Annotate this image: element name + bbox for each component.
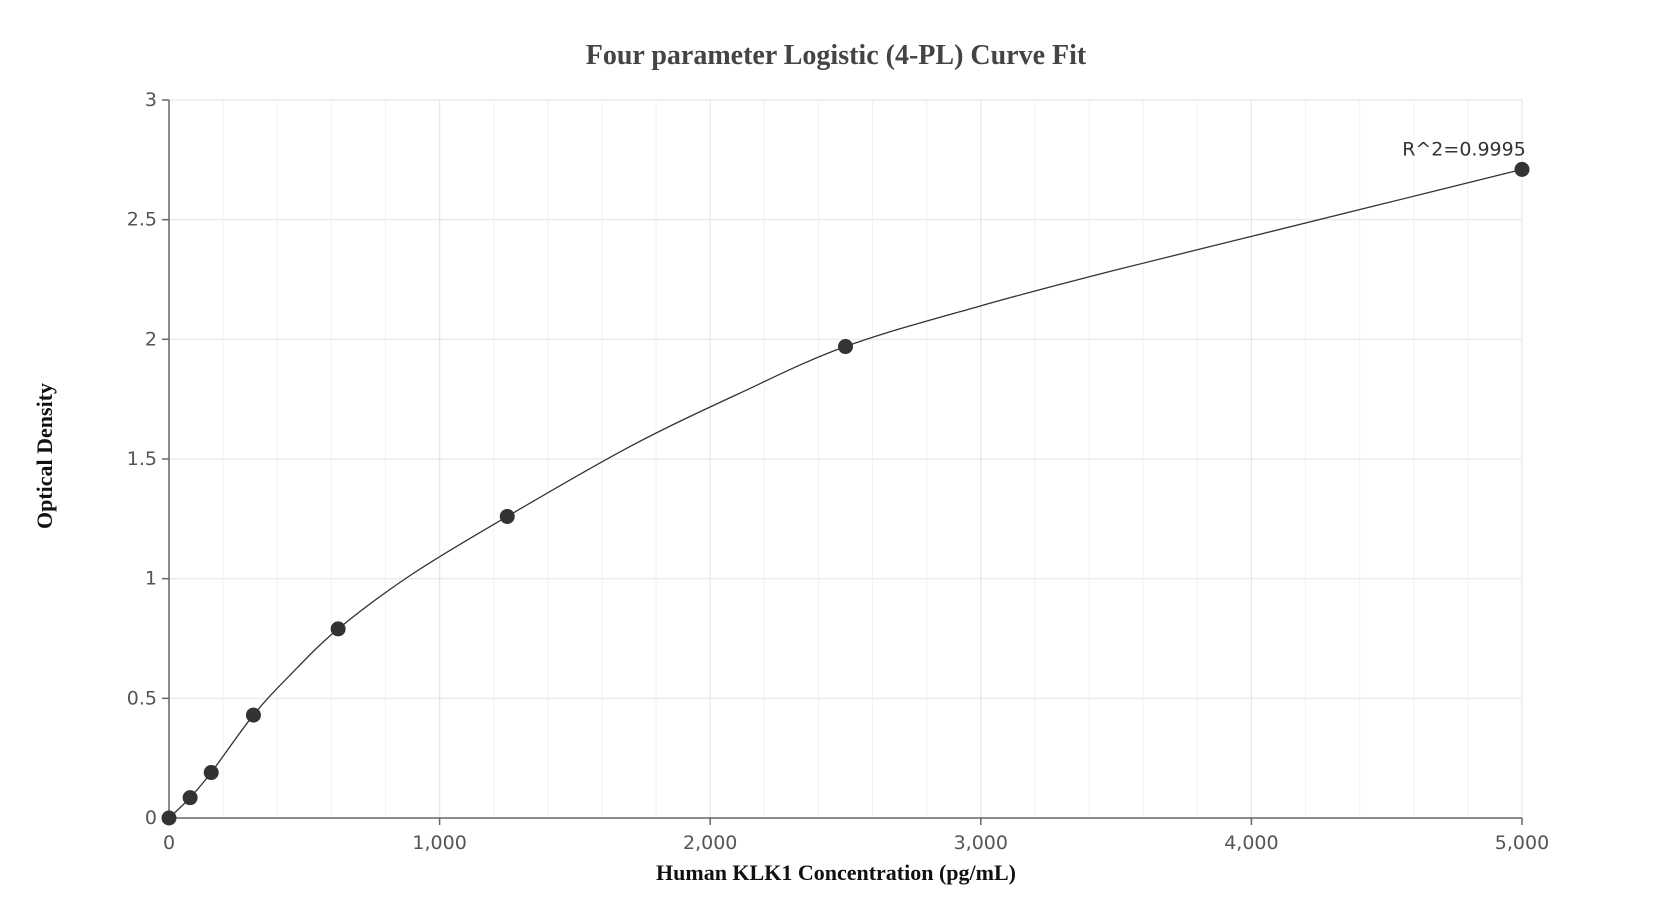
x-tick-label: 4,000 xyxy=(1224,832,1278,854)
data-point[interactable] xyxy=(1514,161,1530,177)
y-tick-label: 2.5 xyxy=(127,209,157,231)
data-point[interactable] xyxy=(182,790,198,806)
y-tick-label: 2 xyxy=(145,328,157,350)
chart-title: Four parameter Logistic (4-PL) Curve Fit xyxy=(586,40,1087,71)
y-axis-title: Optical Density xyxy=(32,383,57,529)
data-point[interactable] xyxy=(203,765,219,781)
data-point[interactable] xyxy=(245,707,261,723)
y-tick-label: 1.5 xyxy=(127,448,157,470)
x-axis-title: Human KLK1 Concentration (pg/mL) xyxy=(656,860,1016,885)
tick-labels: 0 0.5 1 1.5 2 2.5 3 0 1,000 2,000 3,000 4,000 5,000 xyxy=(127,89,1549,854)
data-point[interactable] xyxy=(330,621,346,637)
fit-curve-layer xyxy=(168,168,1523,819)
data-point[interactable] xyxy=(838,339,853,355)
fit-curve xyxy=(168,168,1523,819)
y-tick-label: 1 xyxy=(145,568,157,590)
x-tick-label: 3,000 xyxy=(954,832,1008,854)
x-tick-label: 1,000 xyxy=(412,832,466,854)
axes xyxy=(162,99,1523,825)
y-tick-label: 3 xyxy=(145,89,157,111)
data-point[interactable] xyxy=(499,508,515,524)
r-squared-annotation: R^2=0.9995 xyxy=(1402,138,1526,160)
annotations: R^2=0.9995 xyxy=(1402,138,1526,160)
y-tick-label: 0 xyxy=(145,807,157,829)
y-tick-label: 0.5 xyxy=(127,687,157,709)
x-tick-label: 0 xyxy=(163,832,175,854)
x-tick-label: 2,000 xyxy=(683,832,737,854)
data-point[interactable] xyxy=(161,810,177,826)
x-tick-label: 5,000 xyxy=(1495,832,1549,854)
data-points xyxy=(161,161,1530,826)
grid xyxy=(169,99,1523,818)
